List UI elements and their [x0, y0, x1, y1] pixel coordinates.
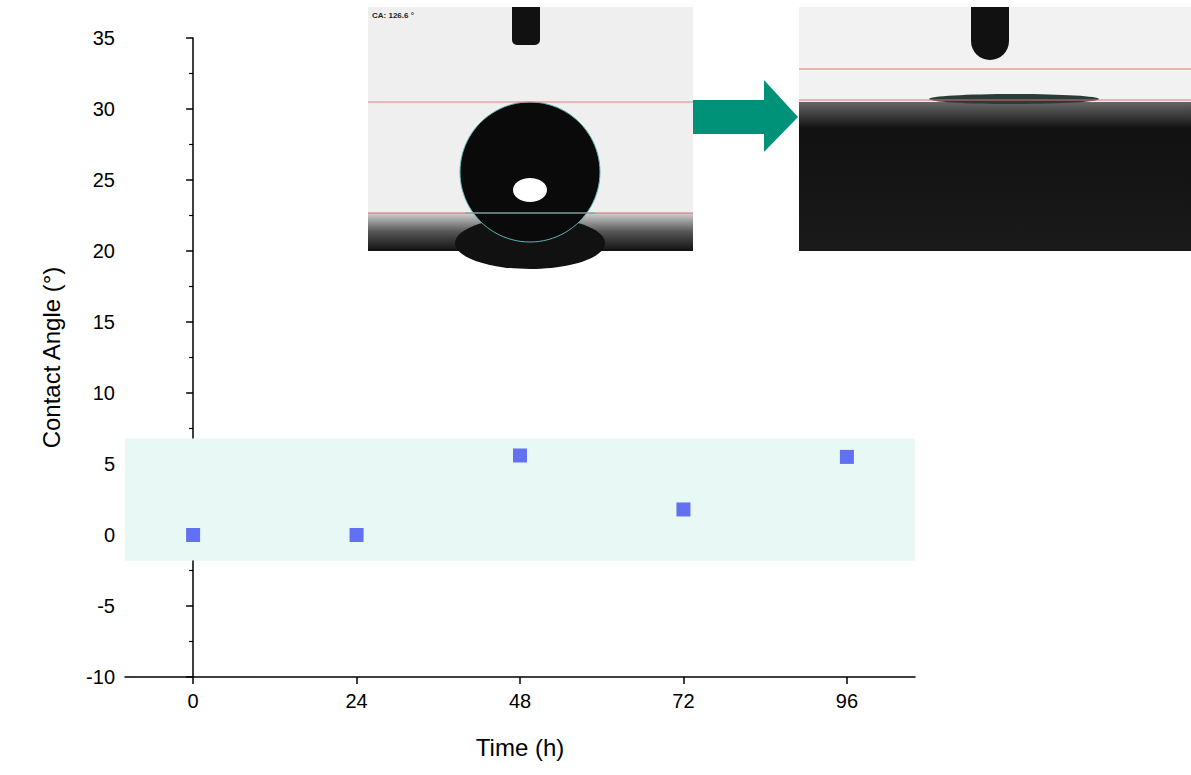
svg-text:72: 72 [672, 690, 694, 712]
svg-text:15: 15 [93, 311, 115, 333]
svg-text:96: 96 [836, 690, 858, 712]
svg-text:Time (h): Time (h) [476, 734, 564, 761]
svg-text:Contact Angle (°): Contact Angle (°) [38, 267, 65, 449]
svg-text:0: 0 [188, 690, 199, 712]
svg-text:CA: 126.6 °: CA: 126.6 ° [372, 11, 414, 20]
svg-text:24: 24 [345, 690, 367, 712]
svg-text:10: 10 [93, 382, 115, 404]
svg-text:35: 35 [93, 27, 115, 49]
svg-text:0: 0 [104, 524, 115, 546]
svg-text:20: 20 [93, 240, 115, 262]
svg-text:25: 25 [93, 169, 115, 191]
svg-text:5: 5 [104, 453, 115, 475]
svg-text:-5: -5 [97, 595, 115, 617]
svg-text:30: 30 [93, 98, 115, 120]
svg-text:-10: -10 [86, 666, 115, 688]
svg-text:48: 48 [509, 690, 531, 712]
